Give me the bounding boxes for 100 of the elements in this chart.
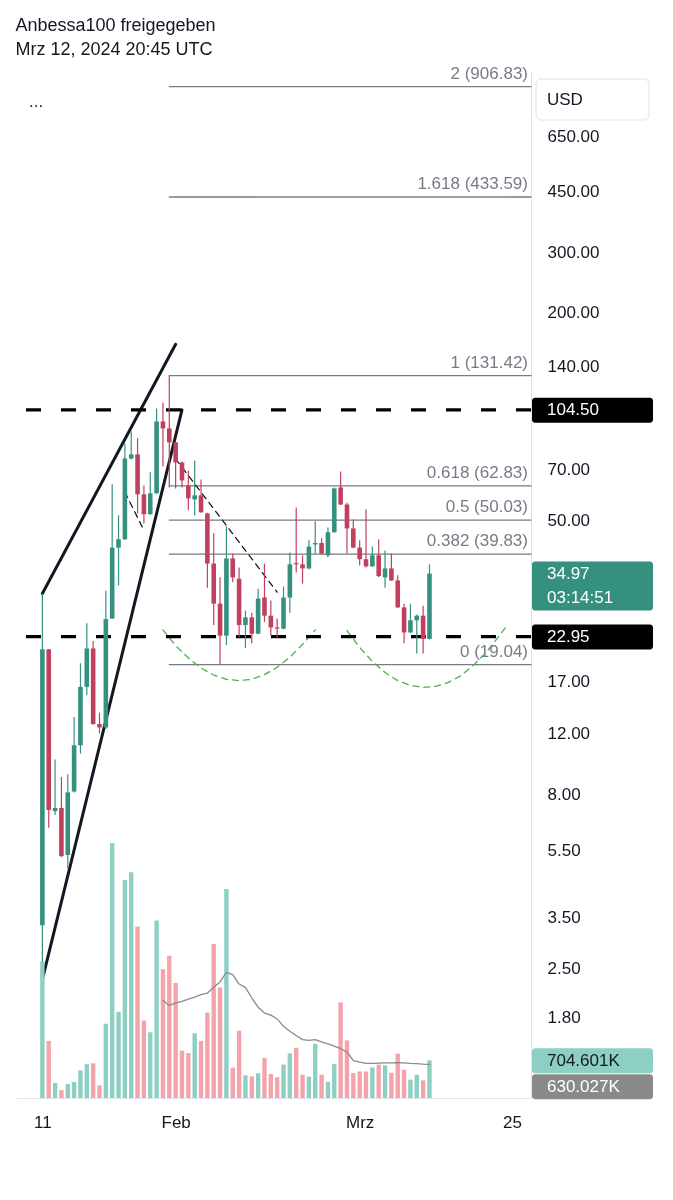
candlestick [351,518,356,549]
y-tick-label: 70.00 [547,460,591,480]
bar [192,1033,197,1098]
y-tick-label: 17.00 [547,671,591,691]
candlestick [147,471,153,516]
bar [205,1012,210,1098]
bar [103,1023,109,1098]
bar [427,1060,432,1098]
bar [46,1040,51,1098]
bar [338,1002,343,1098]
bar [97,1085,102,1098]
y-tick-label: 140.00 [547,356,600,376]
series-label: 1 (131.42) [450,352,528,372]
bar [59,1090,64,1098]
text: 630.027K [547,1076,621,1096]
bar [84,1064,89,1098]
bar [262,1057,267,1098]
candlestick [408,603,413,634]
candlestick [243,610,248,649]
series-label: 0.618 (62.83) [426,462,528,482]
line-series [162,629,316,682]
bar [389,1072,394,1098]
series-label: 1.618 (433.59) [417,174,528,193]
y-tick-label: 8.00 [547,784,581,804]
y-axis-title: USD [547,90,583,109]
y-tick-label: 1.80 [547,1007,581,1027]
ref-line-label: 104.50 [547,400,599,420]
candlestick [167,374,172,489]
series-label: 0 (19.04) [459,641,528,661]
bar [71,1081,77,1098]
bar [148,1032,153,1098]
bar [274,1077,280,1098]
bar [313,1043,318,1098]
bar [401,1069,407,1098]
candlestick [274,617,280,638]
bar [173,983,178,1098]
bar [294,1047,299,1098]
bar [167,955,172,1098]
bar [420,1080,426,1098]
bar [52,1082,58,1098]
bar [300,1074,305,1098]
bar [230,1067,235,1098]
candlestick [262,562,267,623]
bar [332,1064,337,1098]
y-tick-label: 200.00 [547,303,600,323]
y-tick-label: 50.00 [547,510,591,530]
y-tick-label: 3.50 [547,908,581,928]
bar [154,920,159,1098]
bar [382,1065,388,1098]
x-tick-label: Mrz [346,1112,375,1132]
bar [78,1070,83,1098]
bar [90,1063,96,1098]
y-tick-label: 650.00 [547,126,600,146]
bar [363,1071,369,1098]
candlestick [97,712,102,735]
x-tick-label: 11 [34,1112,52,1132]
text: 704.601K [547,1050,621,1070]
bar [268,1074,274,1098]
bar [211,943,216,1098]
bar [135,926,140,1098]
bar [236,1030,242,1098]
bar [116,1011,121,1098]
bar [370,1067,375,1098]
candlestick [192,459,197,517]
bar [129,872,134,1098]
candlestick [128,430,134,461]
y-tick-label: 300.00 [547,242,600,262]
bar [255,1073,261,1098]
candlestick [249,612,255,644]
bar [179,1050,185,1098]
series-label: 0.5 (50.03) [445,497,528,517]
candlestick [173,441,178,490]
x-tick-label: Feb [161,1112,191,1132]
ref-line-label: 22.95 [547,627,590,647]
candlestick [300,554,305,585]
candlestick [357,539,362,567]
series-label: 2 (906.83) [450,63,528,83]
candlestick [370,545,375,568]
bar [122,879,128,1098]
candlestick [338,470,343,506]
bar [186,1053,191,1098]
bar [281,1064,286,1098]
series-label: 0.382 (39.83) [426,531,528,551]
bar [160,969,166,1098]
x-tick-label: 25 [503,1112,522,1132]
bar [243,1075,248,1098]
bar [109,843,115,1098]
y-tick-label: 2.50 [547,958,581,978]
text: 34.97 [547,564,590,584]
candlestick [389,552,394,582]
bar [141,1020,147,1098]
bar [376,1064,381,1098]
bar [414,1074,419,1098]
annotation: ... [29,92,44,111]
candlestick [414,613,420,655]
bar [40,961,45,1098]
chart-subtitle: Mrz 12, 2024 20:45 UTC [15,38,213,59]
y-tick-label: 5.50 [547,840,581,860]
bar [198,1040,204,1098]
bar [287,1053,293,1098]
